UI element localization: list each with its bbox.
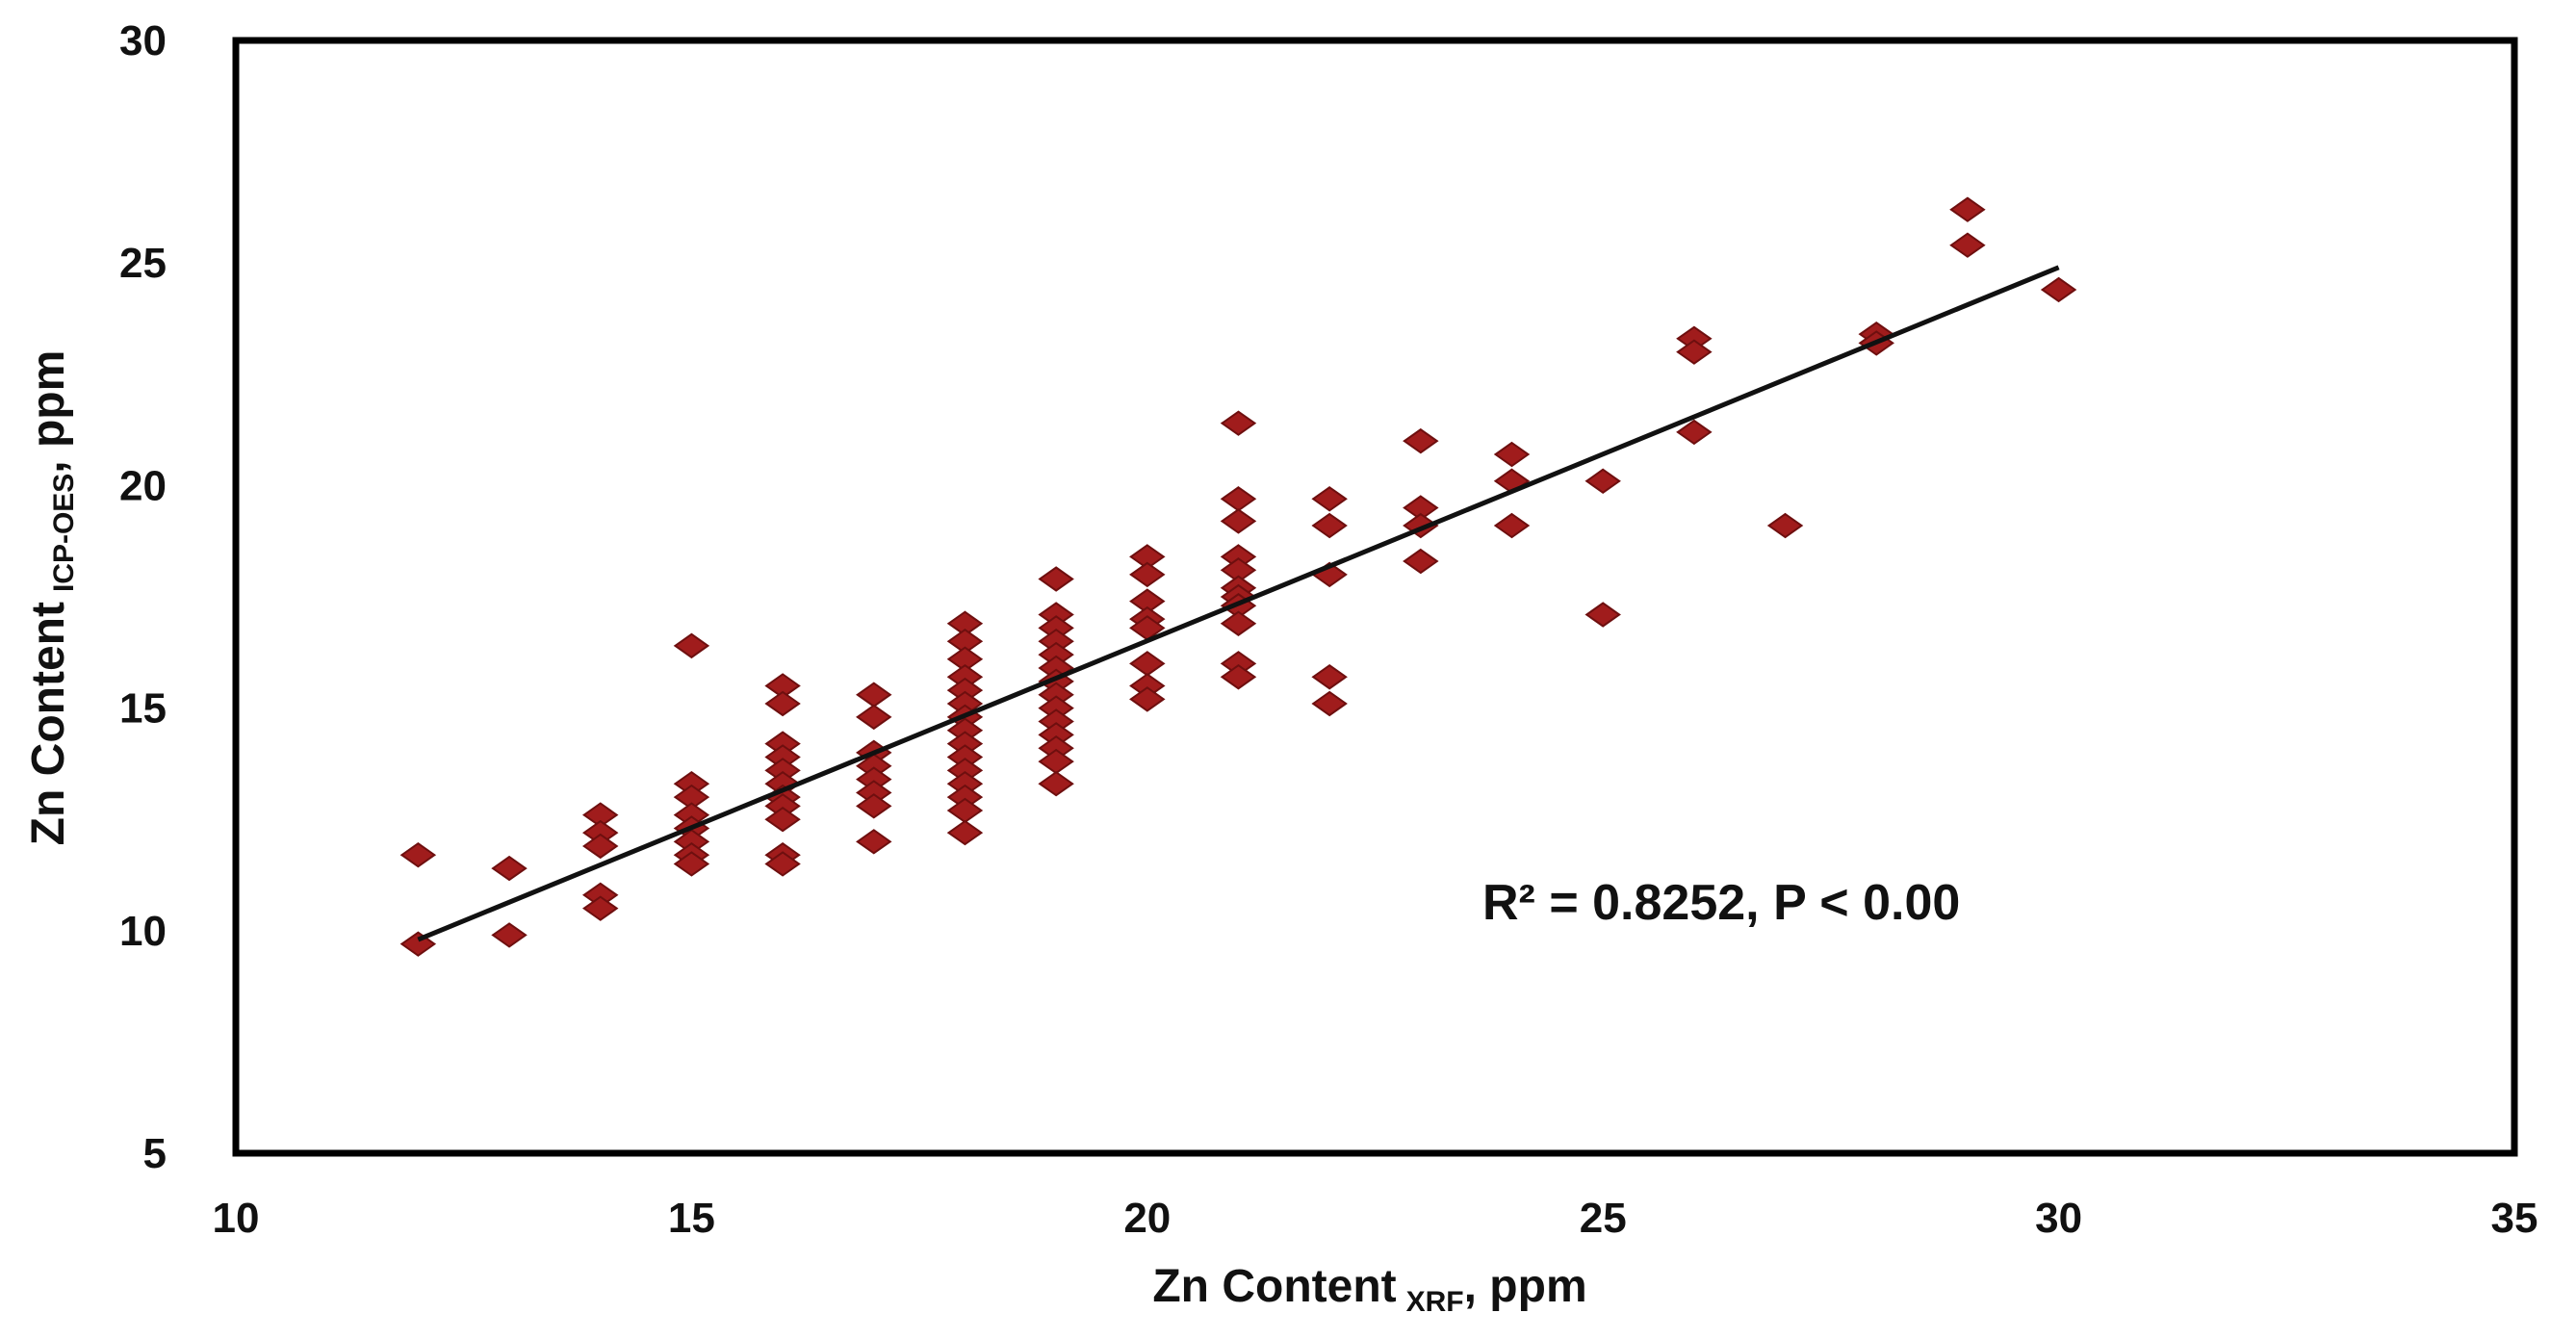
scatter-point xyxy=(1403,427,1439,454)
y-axis-title-subscript: ICP-OES xyxy=(48,474,80,592)
scatter-point xyxy=(764,690,801,717)
x-tick-label: 15 xyxy=(668,1195,715,1242)
scatter-point xyxy=(1766,512,1804,539)
y-axis-title-main: Zn Content xyxy=(23,602,74,845)
scatter-point xyxy=(1949,232,1986,258)
scatter-point xyxy=(399,841,437,868)
scatter-point xyxy=(1220,508,1257,534)
scatter-point xyxy=(856,793,892,819)
y-tick-label: 5 xyxy=(143,1130,167,1177)
scatter-point xyxy=(1220,664,1257,690)
scatter-point xyxy=(1949,196,1986,222)
scatter-point xyxy=(1493,441,1531,468)
scatter-point xyxy=(856,829,892,855)
scatter-point xyxy=(1220,610,1257,636)
scatter-point xyxy=(581,895,619,921)
scatter-point xyxy=(1220,410,1257,436)
scatter-point xyxy=(491,922,528,948)
scatter-point xyxy=(1311,512,1348,539)
y-tick-label: 10 xyxy=(119,908,167,955)
scatter-point xyxy=(673,632,710,659)
scatter-point xyxy=(581,833,619,860)
x-tick-label: 35 xyxy=(2491,1195,2538,1242)
y-tick-label: 30 xyxy=(119,17,167,64)
y-axis-title: Zn Content ICP-OES, ppm xyxy=(23,350,80,846)
y-axis-ticks: 5 10 15 20 25 30 xyxy=(119,17,167,1177)
y-tick-label: 20 xyxy=(119,462,167,509)
r-squared-annotation: R² = 0.8252, P < 0.00 xyxy=(1482,875,1960,931)
y-axis-title-unit: , ppm xyxy=(23,350,74,474)
scatter-point xyxy=(1676,339,1713,365)
scatter-point xyxy=(1584,602,1621,628)
x-tick-label: 25 xyxy=(1580,1195,1627,1242)
scatter-point xyxy=(1311,690,1348,717)
x-axis-title-subscript: XRF xyxy=(1406,1286,1464,1318)
scatter-point xyxy=(1311,486,1348,512)
x-axis-title: Zn Content XRF, ppm xyxy=(1152,1261,1586,1318)
scatter-point xyxy=(764,851,801,877)
scatter-point xyxy=(491,855,528,882)
x-tick-label: 30 xyxy=(2035,1195,2082,1242)
scatter-point xyxy=(2040,276,2077,303)
scatter-point xyxy=(1038,770,1074,797)
scatter-point xyxy=(1129,686,1166,712)
x-tick-label: 10 xyxy=(213,1195,260,1242)
scatter-point xyxy=(1129,561,1166,588)
scatter-point xyxy=(1676,419,1713,446)
trendline xyxy=(417,265,2060,942)
scatter-point xyxy=(856,704,892,731)
scatter-point xyxy=(1584,468,1621,495)
scatter-point xyxy=(946,819,984,846)
x-axis-title-main: Zn Content xyxy=(1152,1261,1396,1312)
scatter-point xyxy=(1403,548,1439,575)
y-tick-label: 25 xyxy=(119,240,167,287)
x-axis-title-unit: , ppm xyxy=(1464,1261,1587,1312)
plot-area-frame xyxy=(232,37,2518,1157)
x-axis-ticks: 10 15 20 25 30 35 xyxy=(213,1195,2538,1242)
y-tick-label: 15 xyxy=(119,685,167,733)
scatter-point xyxy=(1038,566,1074,592)
scatter-point xyxy=(673,851,710,877)
scatter-point xyxy=(1493,512,1531,539)
scatter-point xyxy=(764,806,801,833)
x-tick-label: 20 xyxy=(1123,1195,1171,1242)
scatter-point xyxy=(1311,664,1348,690)
